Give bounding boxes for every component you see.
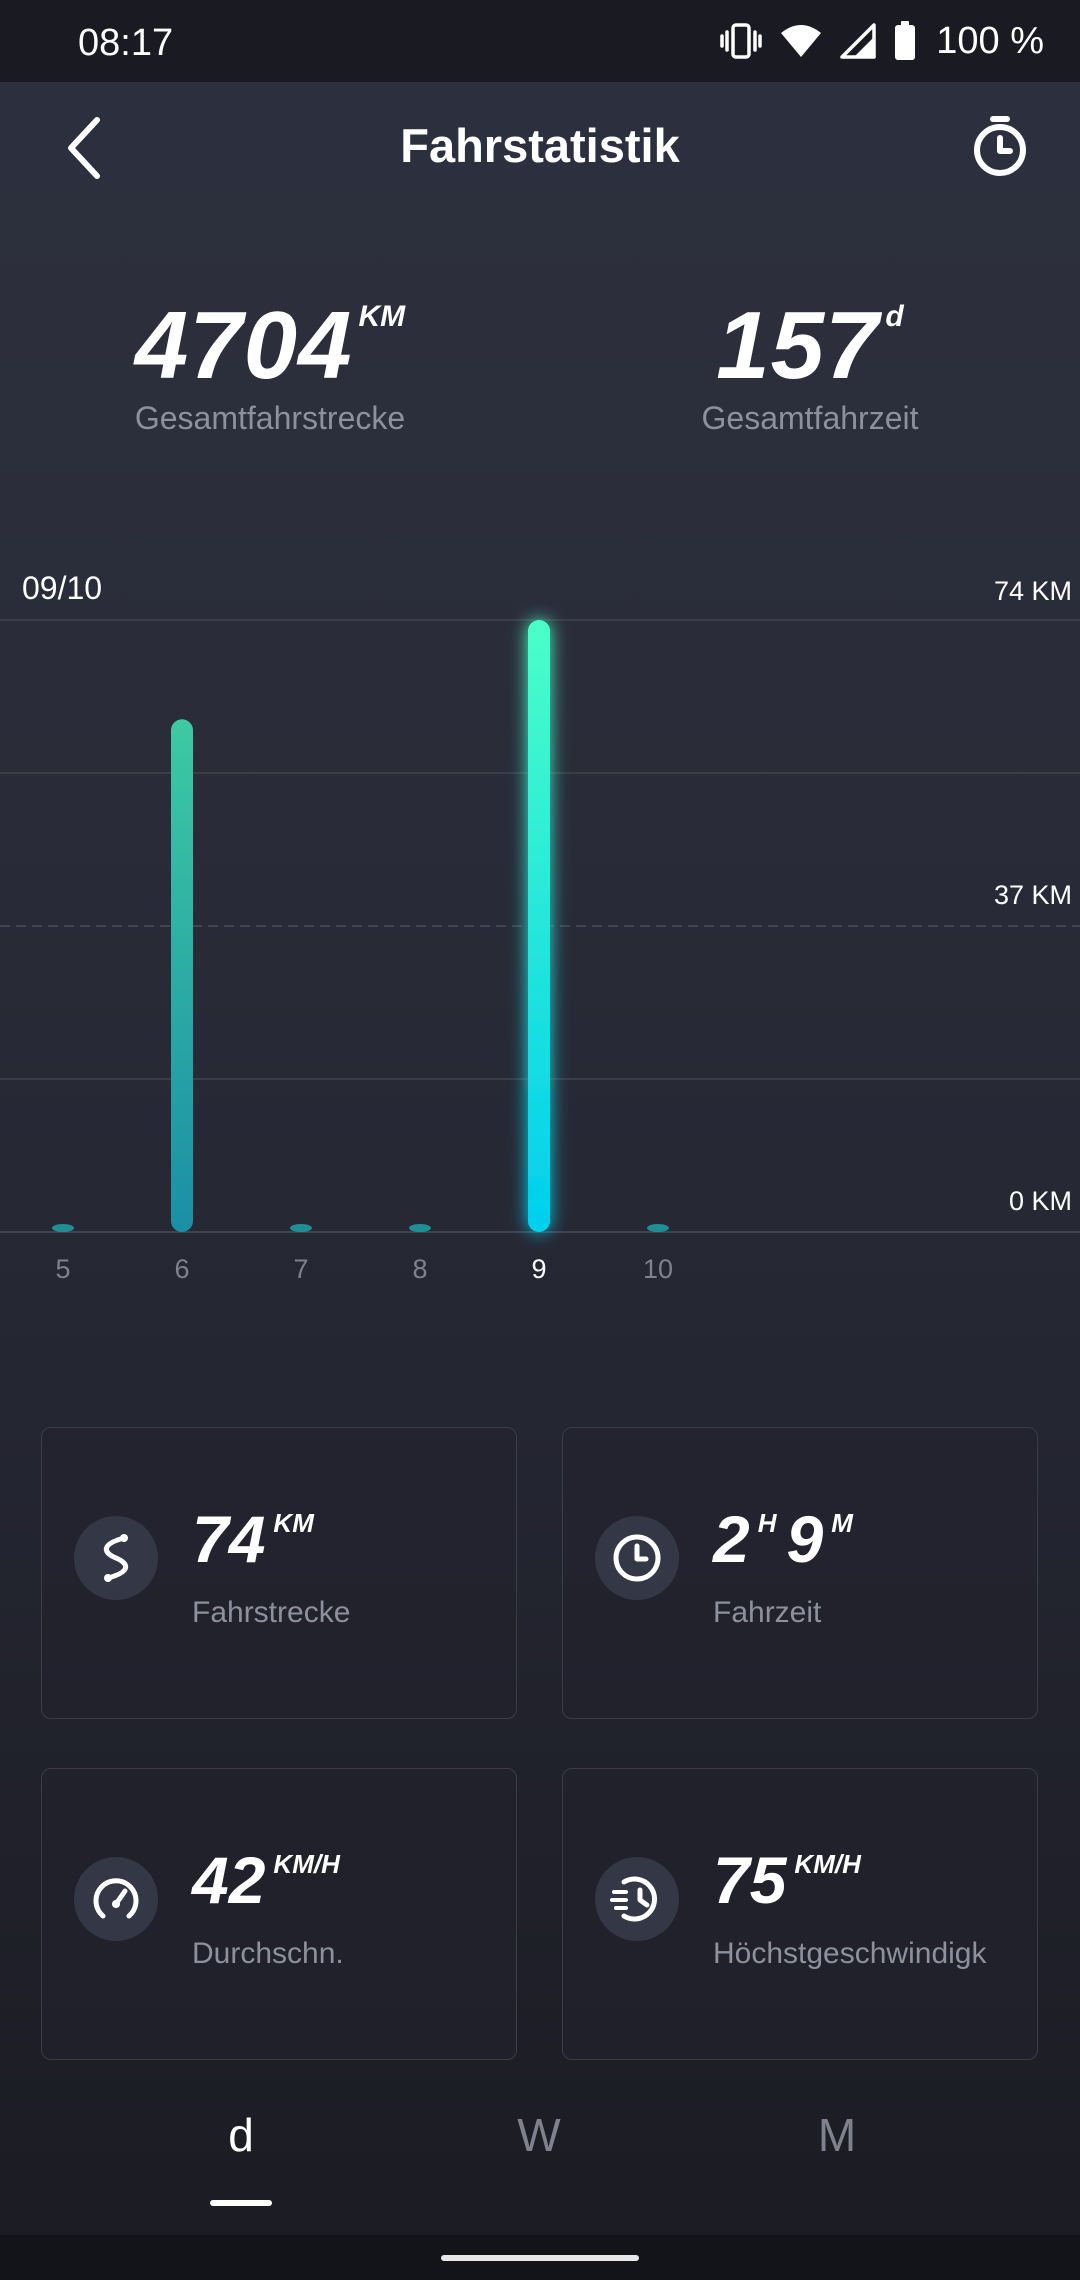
total-time-unit: d — [885, 300, 904, 333]
chart-x-tick-label: 7 — [293, 1254, 308, 1284]
battery-icon — [895, 21, 916, 60]
period-tabs: d W M — [0, 2108, 1080, 2218]
clock-icon — [613, 1534, 661, 1582]
average-speed-label: Durchschn. — [192, 1937, 344, 1970]
total-time: 157 d Gesamtfahrzeit — [660, 298, 960, 437]
tab-week-label: W — [517, 2109, 561, 2161]
back-button[interactable] — [50, 110, 120, 186]
tab-month-label: M — [817, 2109, 857, 2161]
tab-day-label: d — [228, 2109, 254, 2161]
ride-time-minutes: 9 — [786, 1502, 824, 1576]
fast-timer-icon-badge — [595, 1857, 679, 1941]
tab-day[interactable]: d — [161, 2108, 321, 2206]
signal-icon — [840, 23, 876, 59]
distance-label: Fahrstrecke — [192, 1596, 351, 1629]
daily-distance-chart[interactable]: 09/10 74 KM 37 KM 0 KM 5 6 7 8 9 10 — [0, 560, 1080, 1300]
chart-x-tick-label: 10 — [643, 1254, 673, 1284]
total-time-label: Gesamtfahrzeit — [701, 400, 919, 436]
timer-button[interactable] — [968, 114, 1032, 178]
max-speed-card: 75 KM/H Höchstgeschwindigk — [562, 1768, 1038, 2060]
max-speed-value: 75 — [713, 1843, 787, 1917]
route-icon-badge — [74, 1516, 158, 1600]
total-distance-label: Gesamtfahrstrecke — [134, 400, 406, 436]
speedometer-icon-badge — [74, 1857, 158, 1941]
tab-week[interactable]: W — [459, 2108, 619, 2162]
route-icon — [104, 1534, 128, 1582]
chart-plot: 5 6 7 8 9 10 — [0, 619, 1080, 1284]
chevron-left-icon — [68, 117, 100, 179]
distance-unit: KM — [273, 1508, 314, 1538]
chart-selected-date: 09/10 — [22, 570, 103, 606]
max-speed-value-row: 75 KM/H — [713, 1847, 871, 1913]
chart-bar — [290, 1224, 312, 1232]
tab-month[interactable]: M — [757, 2108, 917, 2162]
battery-percentage: 100 % — [936, 19, 1044, 62]
ride-time-hours-unit: H — [757, 1508, 777, 1538]
max-speed-unit: KM/H — [794, 1849, 861, 1879]
total-time-value: 157 — [716, 292, 880, 399]
max-speed-label: Höchstgeschwindigk — [713, 1937, 987, 1970]
fast-timer-icon — [610, 1876, 657, 1922]
ride-time-minutes-unit: M — [831, 1508, 853, 1538]
stopwatch-icon — [974, 116, 1026, 176]
total-distance: 4704 KM Gesamtfahrstrecke — [110, 298, 430, 437]
distance-card: 74 KM Fahrstrecke — [41, 1427, 517, 1719]
vibrate-icon — [720, 23, 762, 59]
distance-value-row: 74 KM — [192, 1506, 324, 1572]
chart-bar-selected — [528, 620, 550, 1232]
chart-x-tick-label: 8 — [412, 1254, 427, 1284]
status-bar: 08:17 100 % — [0, 0, 1080, 82]
chart-x-tick-label: 9 — [531, 1254, 546, 1284]
wifi-icon — [781, 25, 822, 57]
average-speed-unit: KM/H — [273, 1849, 340, 1879]
chart-bar — [171, 719, 193, 1232]
top-app-bar: Fahrstatistik — [0, 82, 1080, 212]
ride-time-hours: 2 — [713, 1502, 750, 1576]
speedometer-icon — [93, 1878, 139, 1919]
total-distance-unit: KM — [358, 300, 406, 333]
clock-icon-badge — [595, 1516, 679, 1600]
active-tab-indicator — [210, 2200, 272, 2206]
status-time: 08:17 — [78, 22, 174, 64]
average-speed-value: 42 — [192, 1843, 266, 1917]
average-speed-card: 42 KM/H Durchschn. — [41, 1768, 517, 2060]
distance-value: 74 — [192, 1502, 266, 1576]
home-gesture-handle[interactable] — [441, 2255, 639, 2261]
y-tick-label-mid: 37 KM — [993, 880, 1072, 910]
ride-time-label: Fahrzeit — [713, 1596, 822, 1629]
y-tick-label-zero: 0 KM — [1008, 1186, 1072, 1216]
total-distance-value: 4704 — [134, 292, 353, 399]
page-title: Fahrstatistik — [400, 119, 680, 172]
status-icons: 100 % — [720, 18, 1044, 64]
chart-bar — [647, 1224, 669, 1232]
y-tick-label-max: 74 KM — [993, 576, 1072, 606]
chart-bar — [52, 1224, 74, 1232]
chart-x-tick-label: 5 — [55, 1254, 70, 1284]
average-speed-value-row: 42 KM/H — [192, 1847, 350, 1913]
chart-x-tick-label: 6 — [174, 1254, 189, 1284]
chart-bar — [409, 1224, 431, 1232]
